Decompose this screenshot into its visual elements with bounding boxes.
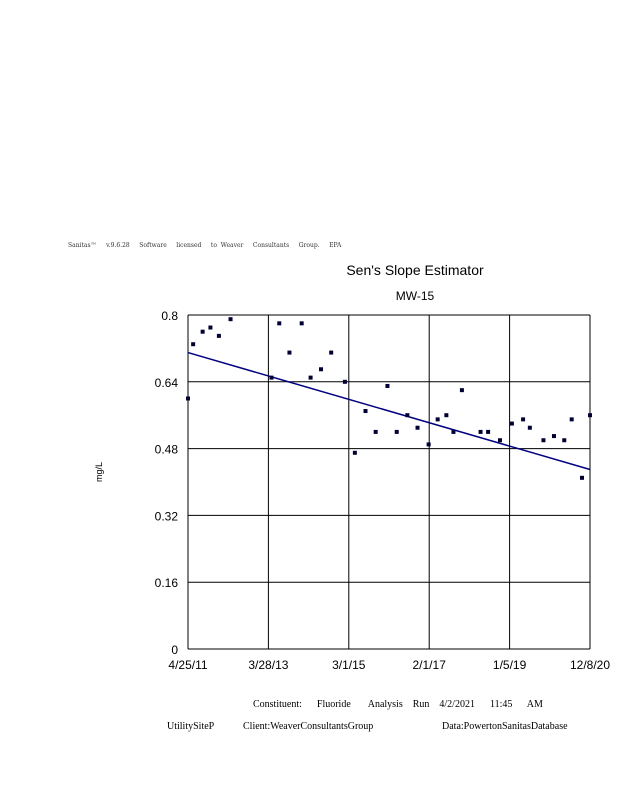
data-point (342, 379, 347, 384)
data-point (486, 429, 491, 434)
data-point (459, 388, 464, 393)
data-point (186, 396, 190, 401)
data-point (405, 413, 410, 418)
data-point (208, 325, 213, 330)
data-point (426, 442, 431, 447)
data-point (200, 329, 205, 334)
data-point (451, 429, 456, 434)
x-tick-label: 3/1/15 (332, 658, 366, 672)
x-tick-label: 1/5/19 (493, 658, 527, 672)
data-point (277, 321, 282, 326)
data-point (588, 413, 592, 418)
data-point (415, 425, 420, 430)
y-tick-label: 0.16 (155, 576, 179, 590)
data-point (579, 475, 584, 480)
data-point (444, 413, 449, 418)
footer-site: UtilitySiteP (167, 721, 215, 732)
y-tick-label: 0 (171, 643, 178, 657)
data-point (373, 429, 378, 434)
chart-title: Sen's Slope Estimator (346, 262, 484, 278)
data-point (308, 375, 313, 380)
data-point (562, 438, 567, 443)
x-tick-label: 12/8/20 (570, 658, 610, 672)
y-tick-label: 0.32 (155, 509, 179, 523)
footer-constituent: Constituent: Fluoride Analysis Run 4/2/2… (253, 699, 543, 710)
data-point (329, 350, 334, 355)
footer-database: Data:PowertonSanitasDatabase (442, 721, 568, 732)
data-point (191, 342, 196, 347)
x-tick-label: 4/25/11 (168, 658, 207, 672)
data-point (287, 350, 292, 355)
data-point (551, 434, 556, 439)
footer-client: Client:WeaverConsultantsGroup (243, 721, 374, 732)
data-point (435, 417, 440, 422)
x-tick-label: 2/1/17 (413, 658, 447, 672)
data-point (509, 421, 514, 426)
data-point (228, 317, 233, 322)
data-point (569, 417, 574, 422)
data-point (299, 321, 304, 326)
data-point (527, 425, 532, 430)
data-point (352, 450, 357, 455)
data-point (216, 333, 221, 338)
trend-line (187, 351, 591, 471)
chart-subtitle: MW-15 (395, 289, 435, 303)
y-tick-label: 0.64 (155, 376, 179, 390)
license-banner: Sanitas™ v.9.6.28 Software licensed to W… (68, 242, 342, 249)
data-point (497, 438, 502, 443)
y-tick-label: 0.48 (155, 443, 179, 457)
data-point (394, 429, 399, 434)
data-point (269, 375, 274, 380)
data-point (521, 417, 526, 422)
data-point (541, 438, 546, 443)
data-point (478, 429, 483, 434)
data-point (385, 383, 390, 388)
y-tick-label: 0.8 (161, 309, 178, 323)
data-point (319, 367, 324, 372)
x-tick-label: 3/28/13 (248, 658, 288, 672)
data-point (363, 409, 368, 414)
